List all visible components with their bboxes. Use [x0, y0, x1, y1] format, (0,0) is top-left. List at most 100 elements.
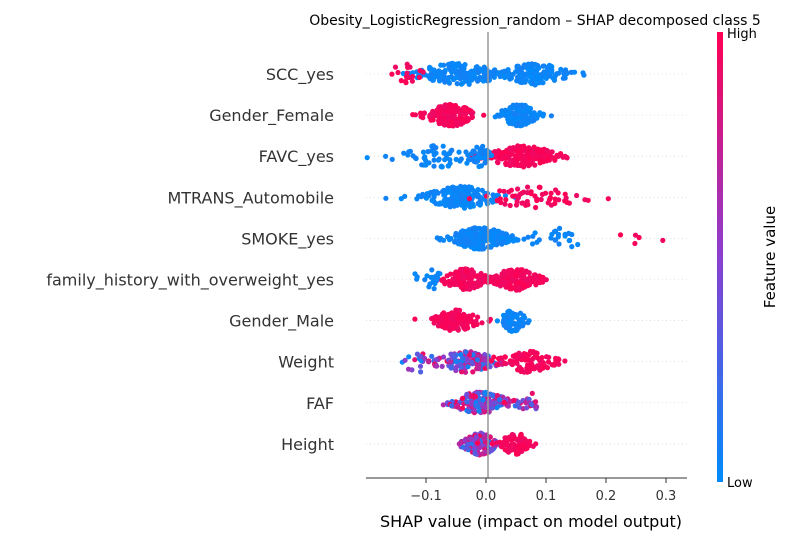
shap-point — [523, 160, 529, 166]
shap-point — [498, 444, 505, 450]
feature-label: MTRANS_Automobile — [167, 188, 334, 208]
shap-point — [552, 237, 558, 243]
shap-point — [446, 237, 453, 243]
shap-point — [446, 102, 452, 108]
shap-point — [539, 191, 546, 197]
shap-point — [422, 154, 428, 160]
shap-point — [514, 313, 520, 319]
shap-point — [503, 361, 509, 367]
shap-point — [469, 201, 476, 207]
shap-point — [523, 77, 529, 83]
shap-point — [445, 163, 452, 169]
shap-point — [533, 441, 539, 447]
shap-point — [516, 284, 522, 290]
colorbar-title: Feature value — [761, 206, 779, 308]
shap-point — [489, 447, 495, 453]
colorbar-low-label: Low — [727, 476, 753, 491]
shap-point — [469, 269, 475, 276]
shap-point — [509, 431, 515, 438]
shap-point — [540, 63, 546, 69]
shap-point — [524, 71, 530, 77]
shap-point — [503, 161, 510, 167]
shap-point — [431, 320, 437, 326]
shap-point — [503, 149, 509, 155]
shap-point — [430, 117, 436, 123]
shap-point — [483, 389, 489, 395]
shap-point — [525, 363, 531, 369]
shap-point — [521, 351, 527, 357]
shap-point — [510, 193, 516, 199]
shap-point — [447, 65, 453, 71]
shap-point — [530, 233, 536, 239]
shap-point — [560, 75, 566, 81]
shap-point — [517, 153, 523, 159]
shap-point — [508, 442, 514, 448]
shap-point — [471, 71, 477, 77]
shap-point — [412, 316, 418, 322]
shap-point — [512, 111, 518, 117]
shap-point — [545, 359, 552, 365]
shap-point — [479, 320, 485, 326]
shap-point — [494, 392, 500, 399]
shap-point — [449, 403, 455, 409]
shap-point — [497, 73, 503, 80]
shap-point — [454, 109, 460, 115]
shap-point — [462, 104, 468, 111]
shap-point — [527, 110, 533, 116]
shap-point — [463, 349, 469, 355]
shap-point — [422, 355, 428, 361]
shap-points — [364, 60, 666, 458]
shap-point — [515, 186, 521, 192]
shap-point — [505, 270, 511, 276]
shap-point — [556, 361, 562, 367]
shap-point — [518, 366, 525, 372]
shap-point — [527, 74, 534, 80]
shap-point — [477, 445, 483, 451]
shap-point — [475, 283, 481, 289]
shap-point — [456, 149, 462, 155]
shap-point — [494, 318, 500, 324]
shap-point — [429, 353, 435, 359]
shap-point — [458, 352, 464, 358]
shap-point — [441, 150, 447, 156]
shap-point — [383, 195, 389, 201]
shap-point — [453, 358, 459, 364]
shap-point — [518, 108, 524, 114]
shap-point — [549, 67, 555, 73]
shap-point — [392, 64, 399, 70]
shap-point — [469, 114, 475, 121]
shap-point — [566, 237, 572, 244]
shap-point — [473, 403, 479, 409]
shap-point — [534, 239, 540, 245]
shap-point — [503, 441, 509, 448]
shap-point — [574, 192, 580, 199]
shap-point — [482, 160, 488, 166]
shap-point — [456, 275, 462, 281]
shap-point — [450, 280, 456, 286]
shap-point — [505, 275, 511, 281]
shap-point — [426, 359, 432, 365]
shap-point — [460, 356, 466, 362]
shap-point — [474, 440, 480, 446]
shap-point — [543, 277, 549, 283]
shap-point — [517, 434, 523, 440]
shap-point — [426, 160, 432, 166]
shap-point — [427, 112, 434, 119]
shap-point — [548, 113, 555, 119]
shap-point — [514, 402, 520, 408]
shap-point — [453, 119, 459, 125]
shap-point — [550, 75, 556, 81]
shap-point — [451, 311, 457, 318]
shap-point — [440, 354, 447, 360]
shap-point — [617, 232, 624, 238]
shap-point — [452, 191, 458, 197]
shap-point — [431, 157, 437, 163]
shap-point — [540, 362, 547, 368]
shap-point — [521, 282, 527, 289]
shap-point — [528, 189, 534, 195]
shap-point — [491, 354, 497, 360]
shap-point — [468, 400, 474, 406]
shap-point — [436, 75, 443, 81]
shap-point — [481, 64, 487, 70]
shap-point — [427, 65, 433, 71]
